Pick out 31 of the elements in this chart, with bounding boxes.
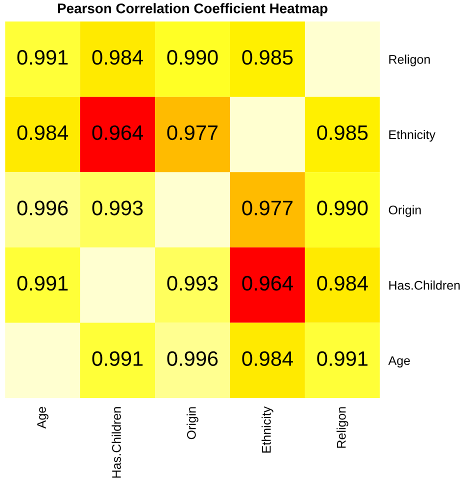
data-label: 0.991 bbox=[17, 50, 68, 65]
data-label: 0.964 bbox=[242, 276, 293, 291]
data-label: 0.996 bbox=[167, 351, 218, 366]
y-tick-label: Religon bbox=[389, 54, 430, 66]
data-label: 0.984 bbox=[92, 50, 144, 65]
x-tick-label: Ethnicity bbox=[262, 406, 274, 453]
data-label: 0.964 bbox=[92, 125, 144, 140]
data-label: 0.991 bbox=[92, 351, 143, 366]
data-label: 0.977 bbox=[242, 200, 292, 216]
y-tick-label: Ethnicity bbox=[389, 130, 436, 142]
data-label: 0.977 bbox=[167, 125, 218, 140]
data-label: 0.991 bbox=[17, 276, 68, 291]
data-label: 0.996 bbox=[17, 200, 68, 216]
x-tick-label: Religon bbox=[336, 407, 348, 448]
data-label: 0.985 bbox=[317, 125, 368, 140]
y-tick-label: Age bbox=[388, 356, 410, 368]
data-label: 0.991 bbox=[317, 351, 368, 366]
x-tick-label: Has.Children bbox=[112, 407, 121, 478]
data-label: 0.984 bbox=[17, 125, 68, 140]
data-label: 0.990 bbox=[167, 50, 218, 65]
data-label: 0.990 bbox=[317, 200, 368, 216]
data-label: 0.993 bbox=[167, 276, 218, 291]
y-tick-label: Has.Children bbox=[389, 280, 460, 290]
x-tick-label: Age bbox=[37, 406, 48, 429]
x-tick-label: Origin bbox=[186, 407, 198, 440]
data-label: 0.984 bbox=[317, 276, 368, 291]
y-tick-label: Origin bbox=[388, 205, 421, 217]
data-label: 0.985 bbox=[242, 50, 293, 65]
data-label: 0.993 bbox=[92, 200, 143, 216]
chart-title: Pearson Correlation Coefficient Heatmap bbox=[58, 3, 328, 16]
data-label: 0.984 bbox=[242, 351, 293, 366]
